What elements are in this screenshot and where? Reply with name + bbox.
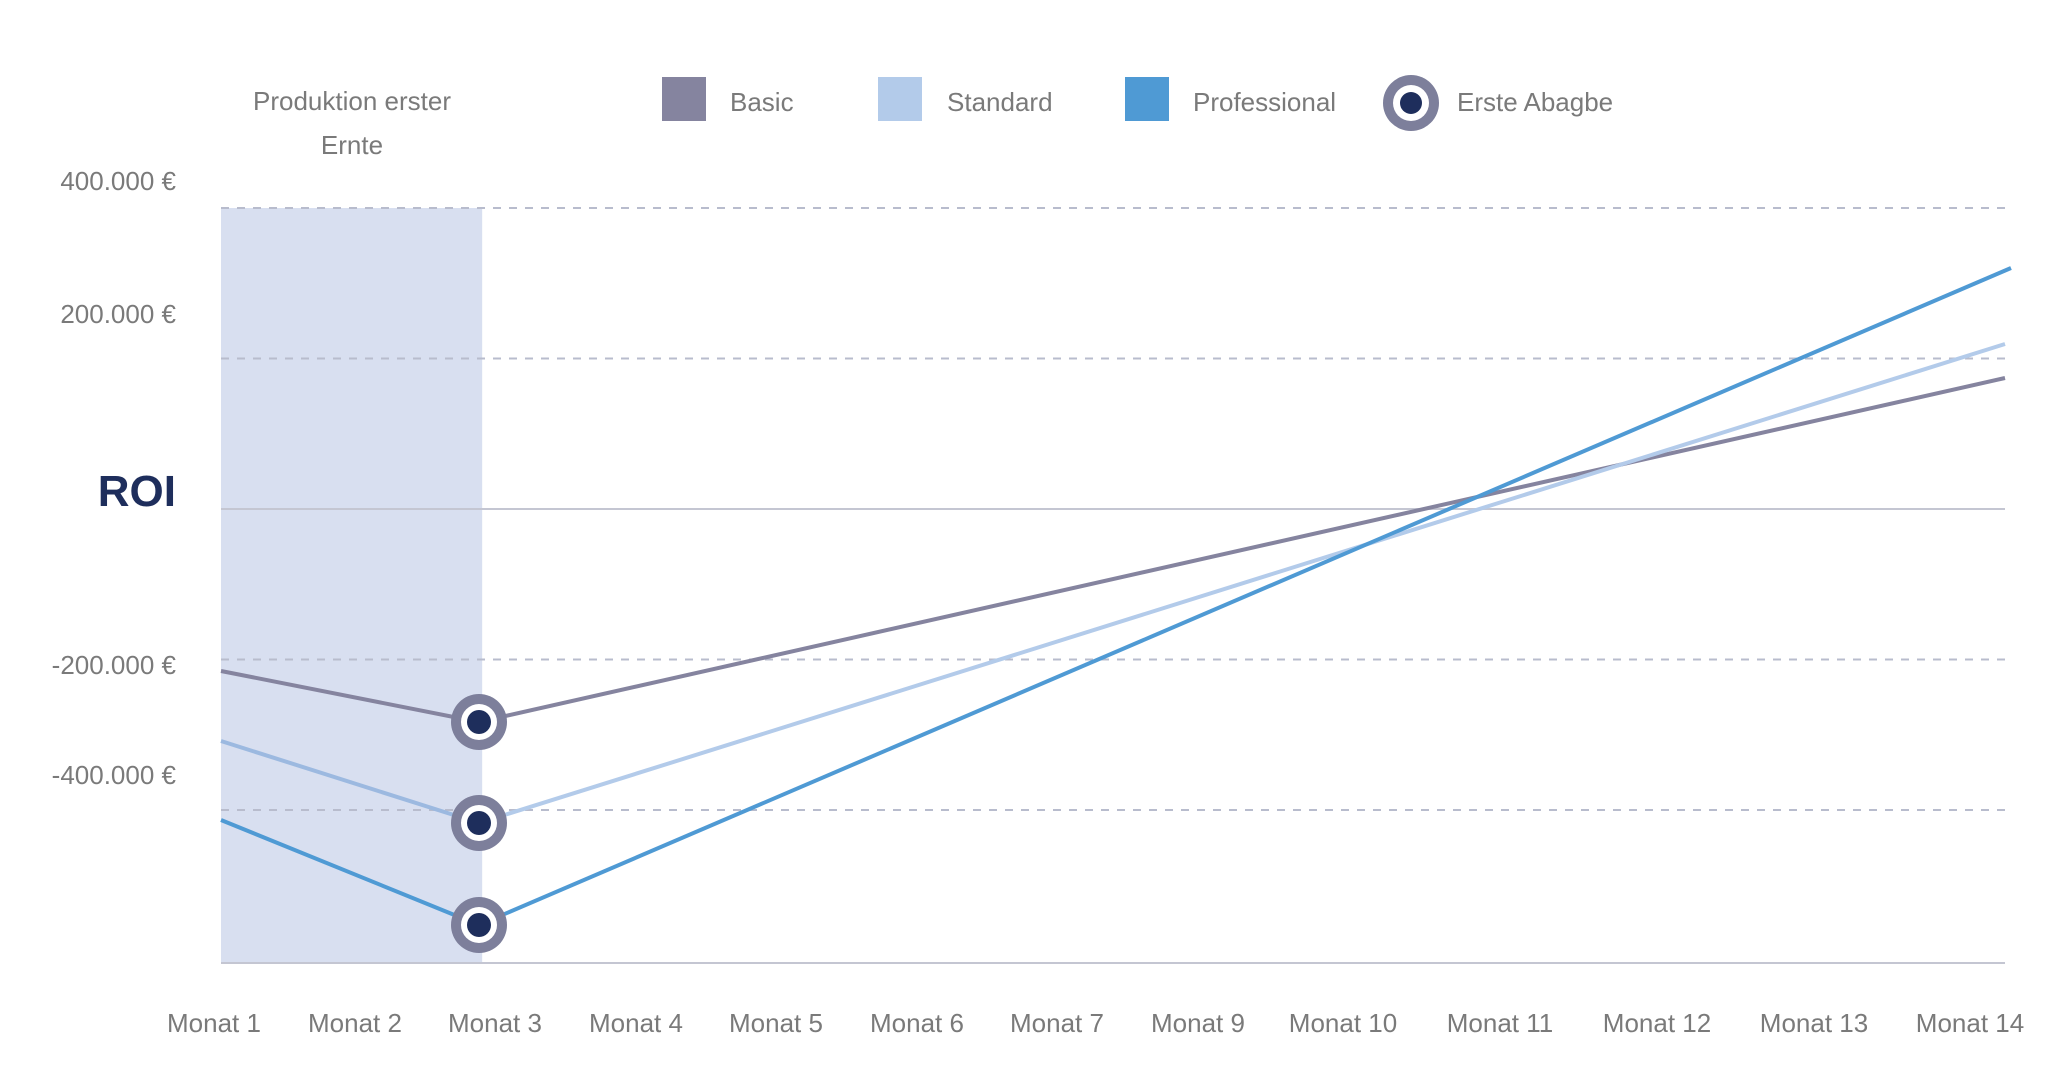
series-lines [220, 266, 2012, 927]
x-tick-label: Monat 10 [1289, 1008, 1397, 1038]
legend-swatch-basic [662, 77, 706, 121]
marker-dot [467, 811, 491, 835]
marker-dot [467, 710, 491, 734]
legend-swatch-professional [1125, 77, 1169, 121]
legend-label-professional: Professional [1193, 87, 1336, 117]
production-region-label-line-2: Ernte [321, 130, 383, 160]
x-tick-label: Monat 6 [870, 1008, 964, 1038]
series-line-professional-pre [220, 818, 480, 927]
production-region-label: Produktion erster Ernte [253, 86, 451, 160]
shaded-region-layer [221, 208, 483, 963]
x-tick-label: Monat 9 [1151, 1008, 1245, 1038]
axis-labels: Produktion erster Ernte 400.000 € 200.000 €… [52, 86, 2025, 1038]
x-tick-label: Monat 7 [1010, 1008, 1104, 1038]
x-tick-label: Monat 1 [167, 1008, 261, 1038]
x-tick-label: Monat 3 [448, 1008, 542, 1038]
series-line-standard [478, 342, 2006, 825]
y-tick-label: -200.000 € [52, 650, 177, 680]
legend: Basic Standard Professional Erste Abagbe [662, 75, 1613, 131]
production-shaded-region [221, 208, 483, 963]
legend-label-marker: Erste Abagbe [1457, 87, 1613, 117]
production-region-label-line-1: Produktion erster [253, 86, 451, 116]
y-tick-label: 200.000 € [60, 299, 176, 329]
x-tick-label: Monat 12 [1603, 1008, 1711, 1038]
legend-marker-dot [1400, 92, 1422, 114]
y-tick-label: -400.000 € [52, 760, 177, 790]
series-line-basic-pre [220, 669, 480, 724]
x-tick-label: Monat 11 [1447, 1008, 1553, 1038]
x-tick-label: Monat 14 [1916, 1008, 2024, 1038]
y-tick-label: 400.000 € [60, 166, 176, 196]
axes [221, 508, 2005, 964]
marker-dot [467, 913, 491, 937]
series-line-basic [478, 376, 2006, 724]
legend-label-standard: Standard [947, 87, 1053, 117]
series-line-standard-pre [220, 739, 480, 825]
legend-label-basic: Basic [730, 87, 794, 117]
markers [451, 694, 507, 953]
x-tick-label: Monat 2 [308, 1008, 402, 1038]
legend-swatch-standard [878, 77, 922, 121]
x-tick-label: Monat 4 [589, 1008, 683, 1038]
series-line-professional [478, 266, 2012, 927]
y-axis-label: ROI [98, 467, 176, 516]
x-tick-label: Monat 5 [729, 1008, 823, 1038]
x-tick-label: Monat 13 [1760, 1008, 1868, 1038]
